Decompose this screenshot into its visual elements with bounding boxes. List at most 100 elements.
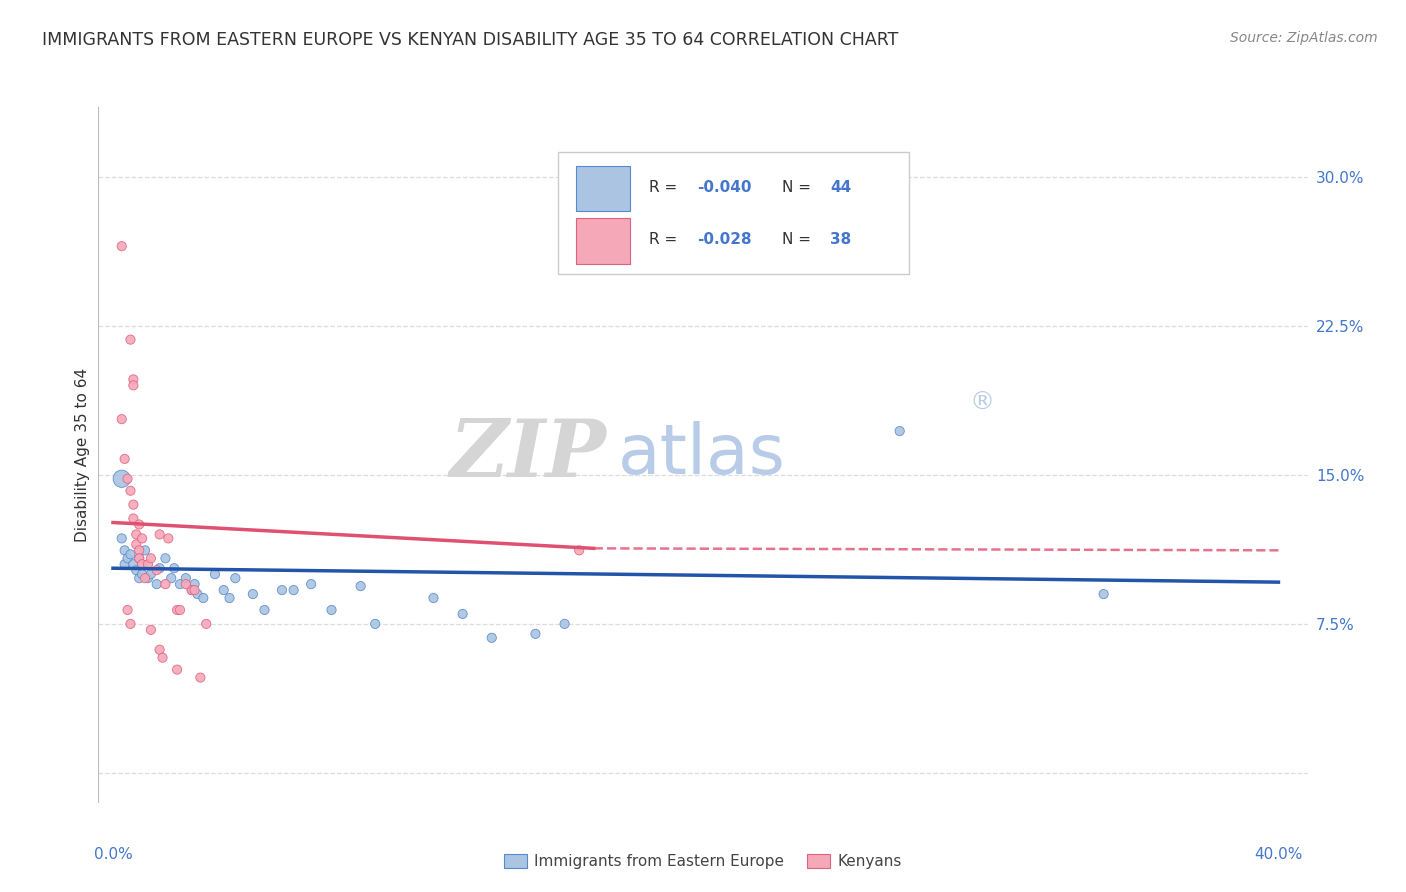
Point — [271, 583, 294, 598]
Point — [139, 567, 162, 582]
Point — [117, 551, 139, 566]
Point — [120, 483, 142, 498]
Point — [160, 571, 183, 585]
Legend: Immigrants from Eastern Europe, Kenyans: Immigrants from Eastern Europe, Kenyans — [498, 848, 908, 875]
Point — [131, 558, 153, 572]
Point — [149, 561, 172, 575]
Point — [554, 616, 576, 631]
Point — [568, 543, 591, 558]
Point — [204, 567, 226, 582]
Point — [128, 543, 150, 558]
Point — [169, 577, 191, 591]
Text: 40.0%: 40.0% — [1254, 847, 1302, 862]
Y-axis label: Disability Age 35 to 64: Disability Age 35 to 64 — [75, 368, 90, 542]
Point — [889, 424, 911, 438]
Point — [122, 372, 145, 386]
Point — [166, 603, 188, 617]
Point — [169, 603, 191, 617]
FancyBboxPatch shape — [576, 166, 630, 211]
Point — [117, 603, 139, 617]
Text: IMMIGRANTS FROM EASTERN EUROPE VS KENYAN DISABILITY AGE 35 TO 64 CORRELATION CHA: IMMIGRANTS FROM EASTERN EUROPE VS KENYAN… — [42, 31, 898, 49]
Point — [195, 616, 218, 631]
Point — [114, 451, 136, 466]
Text: -0.040: -0.040 — [697, 179, 751, 194]
Point — [134, 543, 156, 558]
Point — [122, 558, 145, 572]
Text: N =: N = — [782, 179, 815, 194]
Text: N =: N = — [782, 232, 815, 247]
Text: ZIP: ZIP — [450, 417, 606, 493]
Point — [174, 571, 197, 585]
Point — [128, 551, 150, 566]
Point — [136, 558, 159, 572]
Text: R =: R = — [648, 232, 682, 247]
Text: -0.028: -0.028 — [697, 232, 752, 247]
Point — [253, 603, 276, 617]
Point — [128, 517, 150, 532]
Point — [193, 591, 215, 605]
Point — [122, 378, 145, 392]
Text: Source: ZipAtlas.com: Source: ZipAtlas.com — [1230, 31, 1378, 45]
Point — [136, 571, 159, 585]
Text: 0.0%: 0.0% — [94, 847, 132, 862]
Point — [139, 551, 162, 566]
Point — [149, 642, 172, 657]
FancyBboxPatch shape — [576, 219, 630, 263]
Point — [145, 563, 167, 577]
Point — [120, 333, 142, 347]
Point — [111, 412, 134, 426]
Point — [128, 571, 150, 585]
Point — [114, 543, 136, 558]
Point — [321, 603, 343, 617]
Point — [183, 583, 205, 598]
Point — [149, 527, 172, 541]
Point — [186, 587, 208, 601]
Point — [145, 577, 167, 591]
Point — [451, 607, 474, 621]
Point — [350, 579, 373, 593]
Point — [120, 547, 142, 561]
Point — [111, 239, 134, 253]
Point — [190, 671, 212, 685]
Point — [155, 577, 177, 591]
Point — [299, 577, 322, 591]
Point — [111, 472, 134, 486]
FancyBboxPatch shape — [558, 153, 908, 274]
Point — [212, 583, 235, 598]
Point — [111, 532, 134, 546]
Point — [152, 650, 174, 665]
Point — [1092, 587, 1115, 601]
Point — [131, 532, 153, 546]
Point — [481, 631, 503, 645]
Point — [180, 583, 202, 598]
Point — [139, 623, 162, 637]
Point — [114, 558, 136, 572]
Point — [224, 571, 246, 585]
Point — [218, 591, 240, 605]
Point — [125, 537, 148, 551]
Point — [122, 498, 145, 512]
Point — [155, 551, 177, 566]
Text: atlas: atlas — [619, 421, 786, 489]
Point — [180, 583, 202, 598]
Point — [174, 577, 197, 591]
Point — [163, 561, 186, 575]
Point — [524, 627, 547, 641]
Text: ®: ® — [969, 391, 994, 415]
Point — [166, 663, 188, 677]
Point — [183, 577, 205, 591]
Point — [283, 583, 305, 598]
Point — [125, 563, 148, 577]
Point — [128, 551, 150, 566]
Point — [117, 472, 139, 486]
Point — [364, 616, 387, 631]
Point — [131, 567, 153, 582]
Text: R =: R = — [648, 179, 682, 194]
Point — [422, 591, 444, 605]
Point — [125, 527, 148, 541]
Text: 38: 38 — [830, 232, 851, 247]
Point — [134, 571, 156, 585]
Point — [120, 616, 142, 631]
Text: 44: 44 — [830, 179, 851, 194]
Point — [157, 532, 180, 546]
